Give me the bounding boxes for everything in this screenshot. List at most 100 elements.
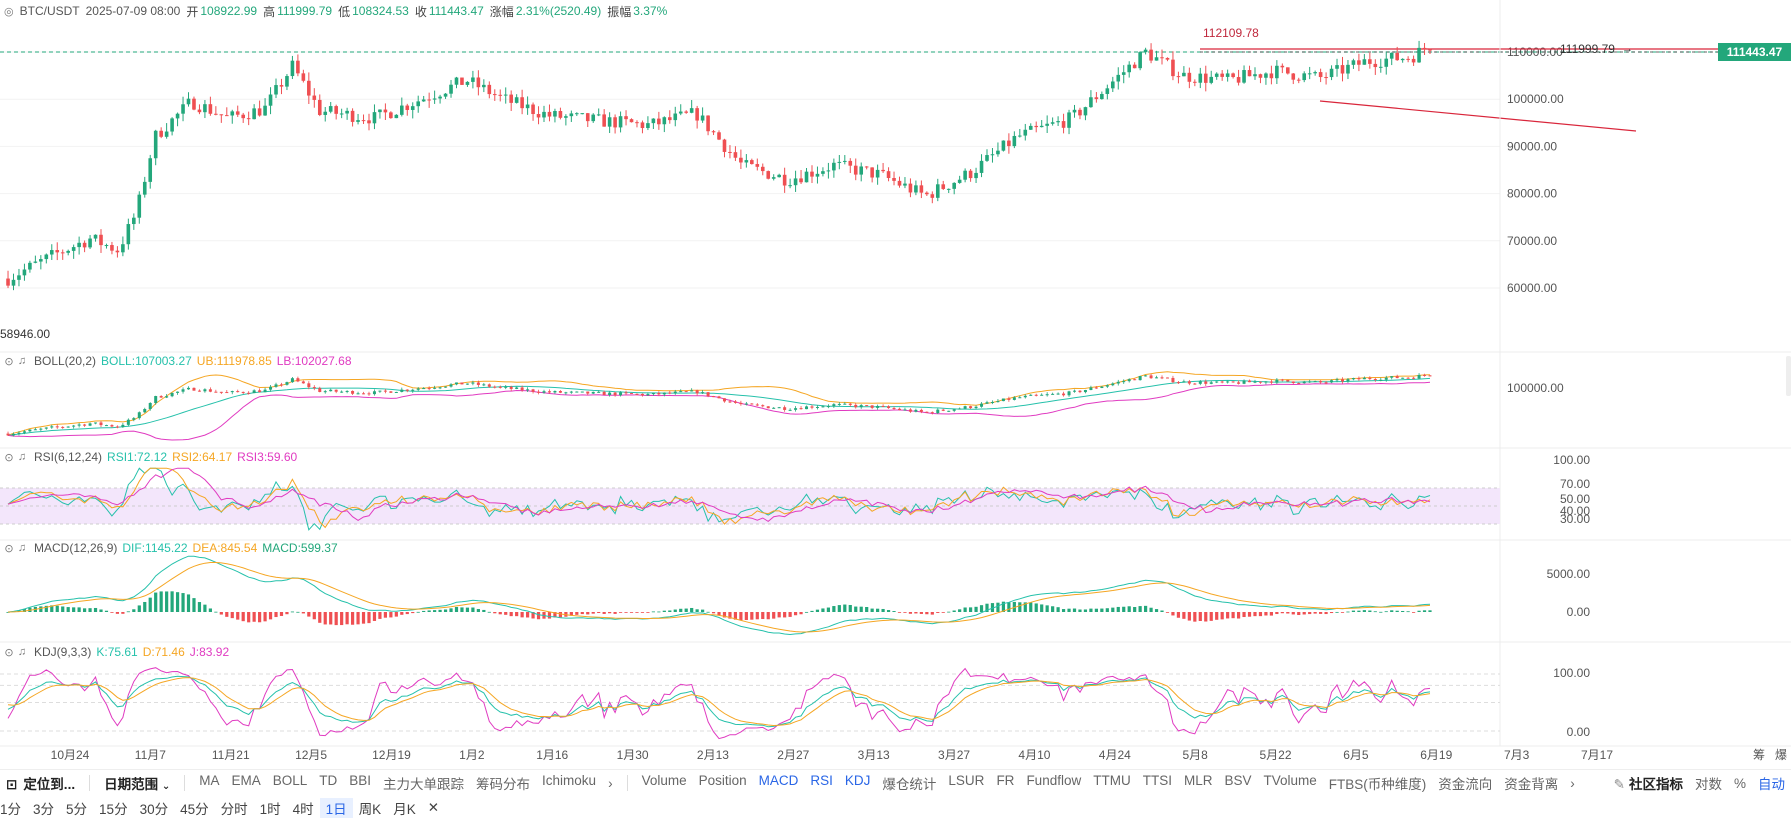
chart-canvas[interactable]: 110000.00100000.0090000.0080000.0070000.… [0, 0, 1791, 769]
chevron-collapse-icon[interactable]: ⊙ [4, 355, 14, 368]
boll-candle-body [750, 403, 754, 405]
close-icon[interactable]: ✕ [427, 800, 440, 815]
candle-body [203, 104, 207, 113]
candle-body [750, 160, 754, 165]
macd-histogram-bar [1215, 612, 1219, 620]
rsi-name[interactable]: RSI(6,12,24) [34, 450, 103, 464]
bell-icon[interactable]: ♫ [17, 355, 27, 367]
main-indicator-1[interactable]: EMA [231, 773, 261, 788]
bell-icon[interactable]: ♫ [17, 451, 27, 463]
auto-scale-button[interactable]: 自动 [1758, 777, 1785, 792]
sub-indicator-15[interactable]: 资金流向 [1438, 777, 1493, 792]
sub-indicator-2[interactable]: MACD [758, 773, 799, 788]
boll-candle-body [690, 390, 694, 392]
macd-histogram-bar [329, 612, 333, 625]
main-indicator-3[interactable]: TD [319, 773, 338, 788]
candle-body [596, 114, 601, 116]
date-range-button[interactable]: 日期范围 ⌄ [98, 773, 176, 793]
main-indicator-4[interactable]: BBI [349, 773, 372, 788]
boll-candle-body [104, 425, 108, 427]
macd-name[interactable]: MACD(12,26,9) [34, 541, 118, 555]
boll-candle-body [1111, 383, 1115, 386]
macd-histogram-bar [454, 606, 459, 612]
candle-body [1056, 121, 1060, 123]
boll-candle-body [515, 387, 519, 389]
bell-icon[interactable]: ♫ [17, 542, 27, 554]
sub-indicator-8[interactable]: Fundflow [1026, 773, 1082, 788]
sub-indicator-6[interactable]: LSUR [948, 773, 985, 788]
boll-candle-body [1379, 379, 1383, 381]
candle-body [717, 132, 721, 140]
pane-resize-handle[interactable] [1786, 356, 1791, 396]
candle-body [148, 158, 153, 182]
macd-histogram-bar [701, 609, 705, 612]
chevron-collapse-icon[interactable]: ⊙ [4, 542, 14, 555]
boll-candle-body [1127, 379, 1131, 382]
interval-5[interactable]: 45分 [180, 802, 209, 817]
main-indicator-7[interactable]: Ichimoku [542, 773, 597, 788]
sub-indicator-11[interactable]: MLR [1183, 773, 1213, 788]
main-indicator-0[interactable]: MA [199, 773, 220, 788]
candle-body [126, 224, 131, 245]
interval-7[interactable]: 1时 [259, 802, 281, 817]
interval-8[interactable]: 4时 [292, 802, 314, 817]
kdj-name[interactable]: KDJ(9,3,3) [34, 645, 92, 659]
chevron-down-icon[interactable]: ◎ [4, 5, 14, 18]
main-indicator-5[interactable]: 主力大单跟踪 [383, 777, 465, 792]
percent-scale-button[interactable]: % [1733, 775, 1746, 791]
interval-4[interactable]: 30分 [139, 802, 169, 817]
sub-indicator-16[interactable]: 资金背离 [1504, 777, 1559, 792]
sub-indicator-7[interactable]: FR [996, 773, 1015, 788]
macd-histogram-bar [793, 612, 798, 616]
macd-histogram-bar [837, 605, 841, 612]
time-axis-tick: 3月13 [858, 748, 890, 762]
candle-body [766, 171, 771, 179]
interval-9[interactable]: 1日 [319, 798, 353, 818]
log-scale-button[interactable]: 对数 [1694, 777, 1722, 792]
boll-candle-body [1144, 375, 1148, 377]
sub-indicator-12[interactable]: BSV [1224, 773, 1252, 788]
sub-indicator-9[interactable]: TTMU [1093, 773, 1131, 788]
interval-3[interactable]: 15分 [99, 802, 128, 817]
candle-body [1422, 47, 1427, 50]
boll-candle-body [657, 392, 661, 395]
macd-histogram-bar [361, 612, 366, 624]
community-indicators-button[interactable]: ✎ 社区指标 [1608, 773, 1689, 793]
sub-indicator-10[interactable]: TTSI [1142, 773, 1172, 788]
main-indicator-2[interactable]: BOLL [272, 773, 308, 788]
date-range-label: 日期范围 [104, 777, 159, 792]
candle-body [618, 116, 623, 128]
sub-indicator-1[interactable]: Position [698, 773, 747, 788]
interval-10[interactable]: 周K [358, 802, 382, 817]
chevron-right-icon[interactable]: › [608, 775, 613, 791]
boll-lb-value: LB:102027.68 [276, 354, 352, 368]
chevron-collapse-icon[interactable]: ⊙ [4, 451, 14, 464]
macd-histogram-bar [876, 608, 880, 612]
sub-indicator-13[interactable]: TVolume [1263, 773, 1317, 788]
boll-name[interactable]: BOLL(20,2) [34, 354, 97, 368]
macd-histogram-bar [175, 592, 180, 612]
boll-candle-body [1280, 379, 1284, 381]
interval-6[interactable]: 分时 [220, 802, 248, 817]
interval-11[interactable]: 月K [393, 802, 416, 817]
chevron-collapse-icon[interactable]: ⊙ [4, 646, 14, 659]
sub-indicator-0[interactable]: Volume [641, 773, 687, 788]
sub-indicator-4[interactable]: KDJ [844, 773, 871, 788]
locate-button[interactable]: ⊡ 定位到... [0, 773, 81, 793]
divider [626, 775, 628, 791]
interval-0[interactable]: 1分 [0, 802, 22, 817]
candle-body [968, 170, 973, 179]
bell-icon[interactable]: ♫ [17, 646, 27, 658]
chevron-right-icon[interactable]: › [1570, 775, 1575, 791]
interval-1[interactable]: 3分 [33, 802, 55, 817]
sub-indicator-5[interactable]: 爆仓统计 [882, 777, 937, 792]
sub-indicator-14[interactable]: FTBS(币种维度) [1328, 777, 1427, 792]
boll-candle-body [1335, 379, 1339, 381]
boll-candle-body [717, 396, 721, 399]
macd-histogram-bar [1335, 611, 1339, 613]
sub-indicator-3[interactable]: RSI [810, 773, 833, 788]
candle-body [793, 178, 798, 186]
boll-candle-body [88, 423, 92, 426]
interval-2[interactable]: 5分 [66, 802, 88, 817]
main-indicator-6[interactable]: 筹码分布 [476, 777, 531, 792]
